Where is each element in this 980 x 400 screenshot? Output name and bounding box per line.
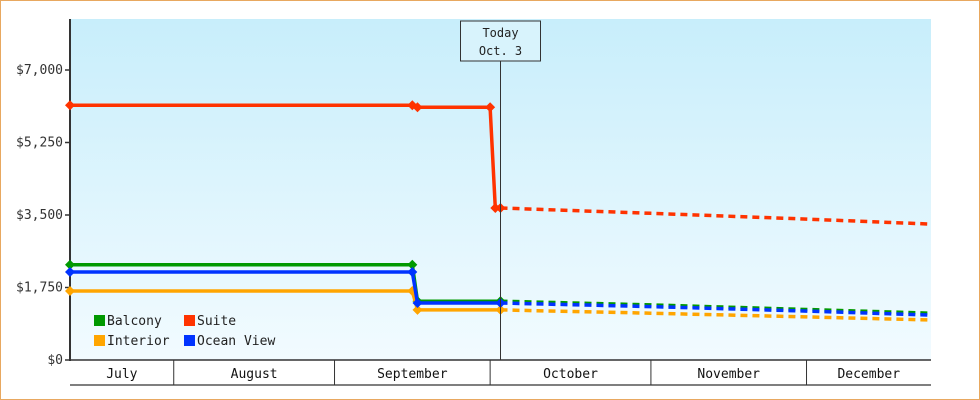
data-point bbox=[407, 266, 418, 277]
y-tick-label: $7,000 bbox=[16, 63, 63, 78]
legend-label: Balcony bbox=[107, 314, 162, 329]
month-label: October bbox=[543, 367, 598, 382]
y-tick-label: $1,750 bbox=[16, 281, 63, 296]
data-point bbox=[412, 304, 423, 315]
legend-swatch bbox=[184, 315, 195, 326]
month-label: November bbox=[697, 367, 760, 382]
month-label: September bbox=[377, 367, 448, 382]
month-label: December bbox=[837, 367, 900, 382]
y-tick-label: $5,250 bbox=[16, 136, 63, 151]
actual-line-ocean-view bbox=[70, 270, 501, 305]
forecast-line-ocean-view bbox=[500, 301, 932, 317]
legend-swatch bbox=[184, 335, 195, 346]
today-date: Oct. 3 bbox=[479, 44, 522, 58]
forecast-line-interior bbox=[500, 308, 932, 322]
y-tick-label: $0 bbox=[47, 353, 63, 368]
legend-swatch bbox=[94, 315, 105, 326]
y-tick-label: $3,500 bbox=[16, 208, 63, 223]
legend-swatch bbox=[94, 335, 105, 346]
legend-label: Ocean View bbox=[197, 334, 275, 349]
data-point bbox=[65, 100, 75, 111]
today-box bbox=[460, 20, 541, 62]
data-point bbox=[65, 259, 75, 270]
data-point bbox=[485, 102, 496, 113]
data-point bbox=[65, 266, 75, 277]
actual-line-interior bbox=[70, 289, 501, 312]
month-label: July bbox=[106, 367, 137, 382]
data-point bbox=[412, 298, 423, 309]
forecast-line-suite bbox=[500, 206, 932, 226]
month-label: August bbox=[231, 367, 278, 382]
data-point bbox=[412, 102, 423, 113]
today-label: Today bbox=[482, 26, 518, 40]
legend-label: Suite bbox=[197, 314, 236, 329]
data-point bbox=[407, 259, 418, 270]
data-point bbox=[490, 202, 501, 213]
data-point bbox=[65, 286, 75, 297]
legend-label: Interior bbox=[107, 334, 170, 349]
